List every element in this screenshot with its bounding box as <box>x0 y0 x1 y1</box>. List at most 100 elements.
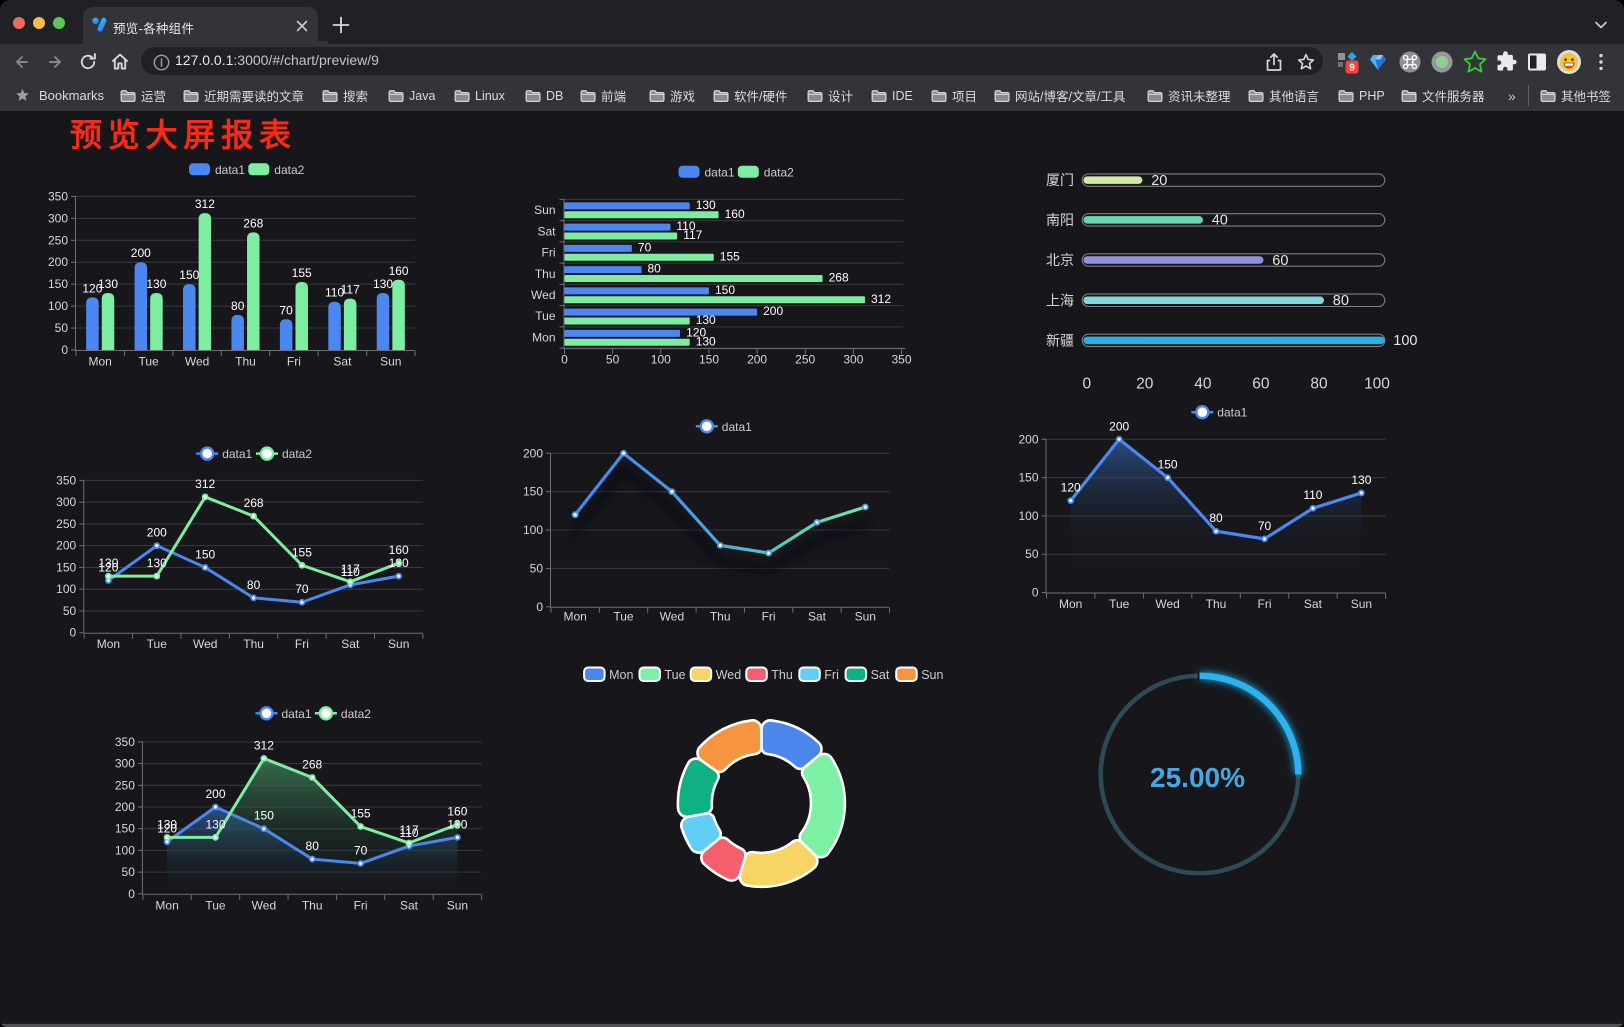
svg-text:Thu: Thu <box>771 668 793 682</box>
svg-text:Tue: Tue <box>665 668 686 682</box>
svg-text:268: 268 <box>302 758 322 772</box>
svg-text:Sun: Sun <box>534 203 555 217</box>
svg-text:120: 120 <box>157 822 177 836</box>
svg-text:南阳: 南阳 <box>1046 212 1074 228</box>
svg-text:70: 70 <box>638 240 652 254</box>
svg-text:50: 50 <box>63 604 77 618</box>
svg-text:50: 50 <box>530 561 544 575</box>
svg-text:Tue: Tue <box>1109 597 1130 611</box>
svg-text:data2: data2 <box>764 165 794 179</box>
svg-text:312: 312 <box>871 292 891 306</box>
svg-text:100: 100 <box>48 299 68 313</box>
svg-text:Wed: Wed <box>660 609 684 623</box>
svg-text:300: 300 <box>115 757 135 771</box>
svg-text:data1: data1 <box>222 447 252 461</box>
svg-text:Tue: Tue <box>535 309 556 323</box>
svg-text:Sun: Sun <box>388 637 409 651</box>
svg-text:Sat: Sat <box>333 355 352 369</box>
svg-text:Sat: Sat <box>537 224 556 238</box>
svg-text:20: 20 <box>1151 173 1167 189</box>
svg-text:40: 40 <box>1212 213 1228 229</box>
svg-text:200: 200 <box>147 526 167 540</box>
svg-text:Tue: Tue <box>613 609 634 623</box>
svg-text:117: 117 <box>399 823 418 837</box>
svg-text:Fri: Fri <box>824 668 839 682</box>
svg-text:130: 130 <box>205 817 225 831</box>
svg-text:Wed: Wed <box>531 288 555 302</box>
svg-text:Fri: Fri <box>542 246 556 260</box>
svg-text:data2: data2 <box>341 707 371 721</box>
svg-text:110: 110 <box>341 565 360 579</box>
svg-text:0: 0 <box>1082 376 1091 393</box>
svg-text:100: 100 <box>651 353 671 367</box>
svg-text:Tue: Tue <box>138 355 159 369</box>
svg-text:80: 80 <box>1333 293 1349 309</box>
svg-text:150: 150 <box>179 268 199 282</box>
svg-text:200: 200 <box>523 446 543 460</box>
svg-text:Sat: Sat <box>808 609 827 623</box>
svg-text:Mon: Mon <box>97 637 120 651</box>
svg-text:110: 110 <box>325 286 344 300</box>
svg-text:155: 155 <box>292 266 312 280</box>
svg-text:Tue: Tue <box>147 637 168 651</box>
svg-text:250: 250 <box>795 353 815 367</box>
svg-text:Fri: Fri <box>762 609 776 623</box>
svg-text:120: 120 <box>98 561 118 575</box>
svg-text:Thu: Thu <box>302 899 323 913</box>
svg-text:60: 60 <box>1272 253 1288 269</box>
svg-text:117: 117 <box>341 562 360 576</box>
svg-text:120: 120 <box>82 281 102 295</box>
svg-text:70: 70 <box>1258 519 1272 533</box>
svg-text:250: 250 <box>56 517 76 531</box>
svg-text:80: 80 <box>247 578 261 592</box>
svg-text:130: 130 <box>696 334 716 348</box>
svg-text:350: 350 <box>56 473 76 487</box>
svg-text:160: 160 <box>389 264 409 278</box>
svg-text:0: 0 <box>61 343 68 357</box>
svg-text:110: 110 <box>399 826 418 840</box>
svg-text:250: 250 <box>115 778 135 792</box>
svg-text:200: 200 <box>131 246 151 260</box>
svg-text:350: 350 <box>48 189 68 203</box>
svg-text:250: 250 <box>48 233 68 247</box>
svg-text:Fri: Fri <box>354 899 368 913</box>
svg-text:Sun: Sun <box>921 668 943 682</box>
svg-text:data1: data1 <box>282 707 312 721</box>
svg-text:130: 130 <box>98 277 118 291</box>
svg-text:150: 150 <box>115 822 135 836</box>
svg-text:50: 50 <box>122 865 136 879</box>
svg-text:100: 100 <box>115 843 135 857</box>
svg-text:Mon: Mon <box>89 355 112 369</box>
svg-text:data1: data1 <box>722 420 752 434</box>
svg-text:130: 130 <box>373 277 393 291</box>
svg-text:50: 50 <box>1025 547 1039 561</box>
svg-text:200: 200 <box>48 255 68 269</box>
svg-text:Wed: Wed <box>1155 597 1179 611</box>
svg-text:130: 130 <box>146 277 166 291</box>
svg-text:Mon: Mon <box>609 668 633 682</box>
svg-text:9: 9 <box>1349 63 1355 74</box>
svg-text:155: 155 <box>292 545 312 559</box>
svg-text:80: 80 <box>231 299 245 313</box>
svg-text:130: 130 <box>157 817 177 831</box>
svg-text:50: 50 <box>606 353 620 367</box>
svg-text:Mon: Mon <box>1059 597 1082 611</box>
svg-text:Sun: Sun <box>1351 597 1372 611</box>
svg-text:Mon: Mon <box>532 331 555 345</box>
svg-text:150: 150 <box>48 277 68 291</box>
svg-text:120: 120 <box>686 325 706 339</box>
svg-text:Sat: Sat <box>871 668 890 682</box>
svg-text:130: 130 <box>1351 473 1371 487</box>
svg-text:312: 312 <box>254 738 274 752</box>
svg-text:200: 200 <box>747 353 767 367</box>
svg-text:268: 268 <box>243 216 263 230</box>
svg-text:80: 80 <box>306 839 320 853</box>
svg-text:data2: data2 <box>282 447 312 461</box>
svg-text:117: 117 <box>341 283 360 297</box>
svg-text:20: 20 <box>1136 376 1154 393</box>
svg-text:100: 100 <box>1364 376 1390 393</box>
svg-text:155: 155 <box>351 807 371 821</box>
svg-text:data1: data1 <box>215 163 245 177</box>
svg-text:160: 160 <box>725 207 745 221</box>
svg-text:Wed: Wed <box>252 899 276 913</box>
